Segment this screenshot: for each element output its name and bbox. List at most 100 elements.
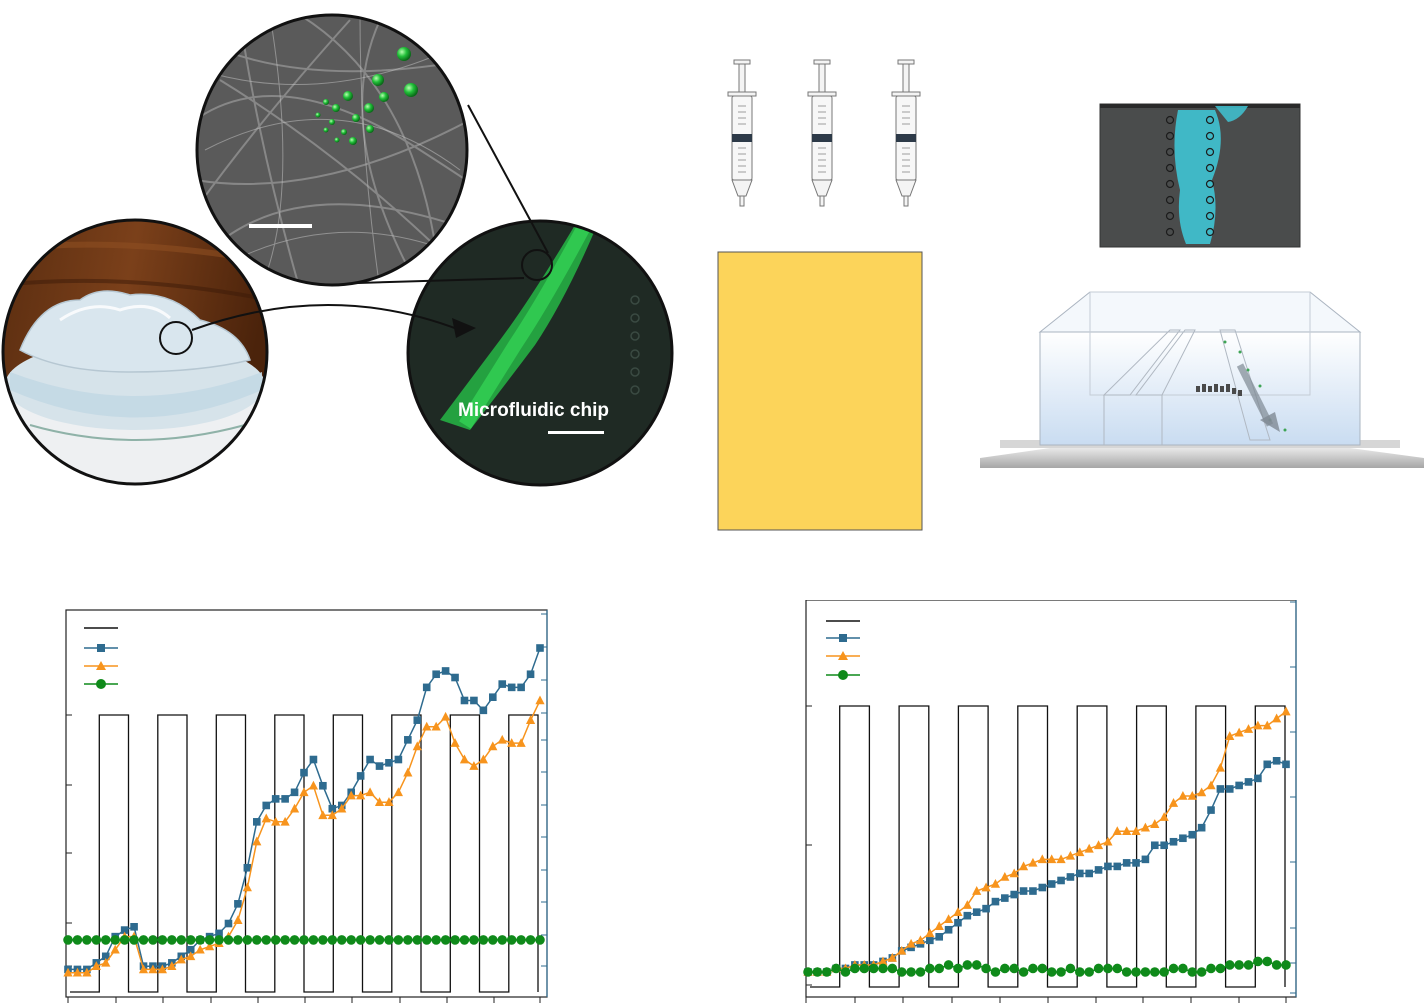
chart-left-point-triangle xyxy=(337,803,347,813)
legend-marker-square xyxy=(97,644,105,652)
chart-left xyxy=(63,609,548,1003)
chart-right-point-square xyxy=(1066,873,1075,881)
chart-right-point-square xyxy=(1085,869,1093,878)
chart-left-point-circle xyxy=(318,935,328,945)
chart-right-point-circle xyxy=(878,963,888,974)
chart-left-point-square xyxy=(394,755,403,764)
chart-left-point-circle xyxy=(176,935,187,945)
chart-right-point-triangle xyxy=(962,900,972,909)
hydrogel-bowl-photo xyxy=(3,220,267,484)
chart-left-point-triangle xyxy=(431,721,441,731)
chart-right-point-square xyxy=(1132,859,1140,867)
chart-left-point-circle xyxy=(100,935,111,945)
chart-left-point-triangle xyxy=(82,967,92,977)
chart-right-point-circle xyxy=(925,963,935,974)
chart-left-point-square xyxy=(489,693,497,701)
chart-left-point-circle xyxy=(497,935,508,945)
chart-left-point-circle xyxy=(63,935,73,945)
chart-left-point-triangle xyxy=(138,964,149,974)
chart-right-point-circle xyxy=(1131,967,1141,977)
chart-left-point-triangle xyxy=(271,816,281,826)
legend-marker-circle xyxy=(838,670,848,680)
chart-right-point-triangle xyxy=(1112,826,1122,835)
chart-left-point-triangle xyxy=(252,836,262,846)
chart-right-point-triangle xyxy=(1065,850,1076,860)
chart-left-point-triangle xyxy=(101,957,111,967)
chart-left-point-square xyxy=(441,667,450,675)
chart-left-point-square xyxy=(319,781,327,790)
chart-left-point-circle xyxy=(365,935,375,945)
chart-left-point-square xyxy=(130,923,138,931)
chart-right-point-triangle xyxy=(1168,798,1179,807)
chart-left-point-square xyxy=(517,683,525,692)
chart-left-point-circle xyxy=(91,935,102,945)
chart-right-point-triangle xyxy=(1243,724,1254,733)
chart-left-point-circle xyxy=(157,935,168,945)
chart-left-point-square xyxy=(271,795,280,803)
chart-right-point-circle xyxy=(1178,963,1188,974)
chart-left-point-triangle xyxy=(63,967,73,977)
chart-right-point-square xyxy=(972,908,981,916)
chart-left-point-triangle xyxy=(176,954,186,964)
chart-left-point-circle xyxy=(223,935,234,945)
chart-right-point-square xyxy=(1113,862,1122,871)
chart-right-point-circle xyxy=(906,967,916,977)
chart-left-point-circle xyxy=(355,935,366,945)
chart-right-point-square xyxy=(926,936,934,945)
charts-area xyxy=(63,600,1297,1003)
chart-right-point-square xyxy=(1019,887,1028,895)
chart-right-point-triangle xyxy=(1225,731,1235,740)
chart-left-point-triangle xyxy=(233,915,243,925)
chart-left-point-circle xyxy=(299,935,309,945)
chart-right-point-circle xyxy=(868,963,879,974)
arrow-head xyxy=(452,318,476,338)
chart-left-point-square xyxy=(262,801,271,810)
chart-left-point-square xyxy=(243,863,252,872)
chart-right-point-circle xyxy=(1028,963,1038,974)
chart-right-point-triangle xyxy=(1150,819,1160,828)
chart-left-point-triangle xyxy=(157,964,167,974)
chart-left-point-circle xyxy=(270,935,281,945)
chart-right-square-wave xyxy=(810,705,1286,988)
chart-right-point-circle xyxy=(1206,963,1216,974)
chart-left-point-square xyxy=(356,772,365,780)
chart-right-point-circle xyxy=(953,963,963,974)
chart-left-point-triangle xyxy=(365,787,375,797)
chart-right-point-circle xyxy=(1140,967,1151,977)
chip-3d-illustration xyxy=(980,291,1424,468)
chart-right xyxy=(803,600,1297,1003)
chart-right-point-circle xyxy=(850,963,860,974)
chart-right-point-square xyxy=(1244,778,1253,786)
chart-right-point-triangle xyxy=(1018,861,1029,871)
chart-left-point-circle xyxy=(374,935,385,945)
syringe-icon xyxy=(727,59,757,207)
yellow-panel xyxy=(717,251,923,531)
chart-left-point-square xyxy=(470,696,478,705)
chart-left-point-triangle xyxy=(299,787,309,797)
chart-right-point-circle xyxy=(887,963,898,974)
scale-bar xyxy=(249,224,312,228)
chart-right-point-triangle xyxy=(925,928,935,938)
chart-right-point-triangle xyxy=(1281,706,1291,716)
chart-right-point-square xyxy=(1179,834,1187,843)
chart-right-point-triangle xyxy=(981,882,991,892)
chart-right-point-circle xyxy=(1168,963,1179,974)
chart-left-point-circle xyxy=(440,935,451,945)
chart-right-point-triangle xyxy=(1103,836,1113,846)
chart-right-point-square xyxy=(1057,876,1065,885)
chart-left-point-triangle xyxy=(148,964,158,974)
chart-right-point-circle xyxy=(1000,963,1010,974)
chart-right-point-circle xyxy=(1262,956,1273,967)
chart-right-point-square xyxy=(1216,785,1225,793)
chart-left-point-triangle xyxy=(205,941,215,951)
chart-right-point-square xyxy=(1197,823,1206,832)
chart-left-point-circle xyxy=(251,935,262,945)
chart-right-point-square xyxy=(1141,855,1150,864)
chart-left-point-triangle xyxy=(478,754,488,764)
chart-right-point-circle xyxy=(990,967,1001,977)
chart-left-point-triangle xyxy=(280,816,290,826)
chart-left-point-triangle xyxy=(72,967,83,977)
chart-right-point-circle xyxy=(821,967,832,977)
chart-right-point-square xyxy=(1225,785,1234,793)
chart-right-point-circle xyxy=(1196,967,1207,977)
